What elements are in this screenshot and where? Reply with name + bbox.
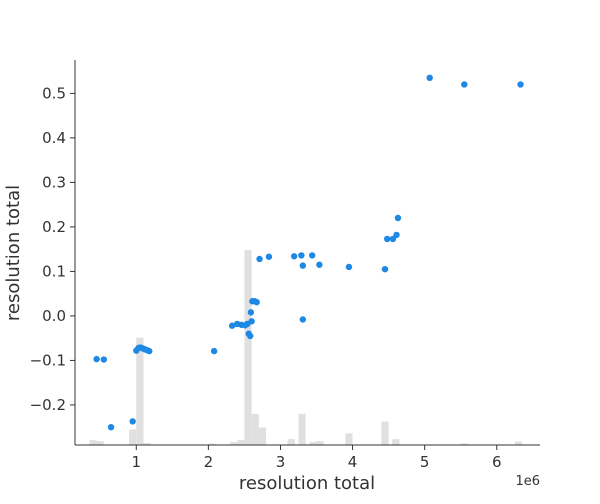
histogram-bar xyxy=(460,443,468,445)
x-axis-offset-label: 1e6 xyxy=(515,474,540,489)
x-tick-label: 4 xyxy=(348,453,358,471)
histogram-bar xyxy=(345,433,353,445)
x-axis-label: resolution total xyxy=(239,473,375,494)
histogram-layer xyxy=(89,250,522,445)
histogram-bar xyxy=(316,441,324,445)
data-point xyxy=(93,355,100,363)
data-point xyxy=(345,263,353,271)
histogram-bar xyxy=(287,439,295,445)
data-point xyxy=(461,81,468,88)
data-point xyxy=(247,309,255,316)
points-layer xyxy=(93,74,524,431)
data-point xyxy=(316,261,323,268)
x-tick-label: 5 xyxy=(420,453,430,471)
data-point xyxy=(308,252,316,259)
histogram-bar xyxy=(244,250,252,445)
histogram-bar xyxy=(309,442,317,445)
y-tick-label: 0.0 xyxy=(42,307,66,325)
axes-layer: 1 2 3 4 5 6 −0.2 −0.1 0.0 0.1 0.2 0.3 0.4 0.5 xyxy=(30,60,540,471)
histogram-bar xyxy=(298,413,306,445)
data-point xyxy=(383,235,391,243)
data-point xyxy=(107,423,115,431)
x-tick-label: 1 xyxy=(132,453,142,471)
histogram-bar xyxy=(89,440,97,445)
histogram-bar xyxy=(392,439,400,445)
x-tick-label: 3 xyxy=(276,453,286,471)
data-point xyxy=(393,231,400,239)
data-point xyxy=(129,418,136,425)
histogram-bar xyxy=(237,440,245,445)
y-tick-label: 0.3 xyxy=(42,173,66,191)
histogram-bar xyxy=(136,337,144,445)
y-tick-label: 0.2 xyxy=(42,218,66,236)
histogram-bar xyxy=(251,413,259,445)
data-point xyxy=(298,252,305,259)
histogram-bar xyxy=(129,429,137,445)
data-point xyxy=(210,347,218,355)
data-point xyxy=(381,265,389,273)
data-point xyxy=(265,253,273,260)
y-tick-label: 0.4 xyxy=(42,129,66,147)
data-point xyxy=(426,74,433,82)
x-tick-label: 6 xyxy=(492,453,502,471)
data-point xyxy=(299,316,307,323)
histogram-bar xyxy=(96,441,104,445)
data-point xyxy=(228,322,236,329)
data-point xyxy=(290,253,298,260)
data-point xyxy=(299,262,307,269)
data-point xyxy=(256,255,263,263)
histogram-bar xyxy=(514,441,522,445)
histogram-bar xyxy=(208,443,216,445)
y-tick-label: −0.2 xyxy=(30,396,66,414)
data-point xyxy=(100,356,108,363)
y-axis-label: resolution total xyxy=(3,185,24,321)
histogram-bar xyxy=(381,421,389,445)
data-point xyxy=(246,332,254,340)
data-point xyxy=(146,347,153,355)
histogram-bar xyxy=(230,442,238,445)
x-tick-label: 2 xyxy=(204,453,214,471)
data-point xyxy=(517,81,524,88)
histogram-bar xyxy=(258,427,267,445)
y-tick-label: −0.1 xyxy=(30,351,66,369)
data-point xyxy=(253,298,260,306)
data-point xyxy=(394,214,402,222)
y-tick-label: 0.5 xyxy=(42,84,66,102)
histogram-bar xyxy=(143,443,151,445)
data-point xyxy=(248,318,255,325)
y-tick-label: 0.1 xyxy=(42,262,66,280)
